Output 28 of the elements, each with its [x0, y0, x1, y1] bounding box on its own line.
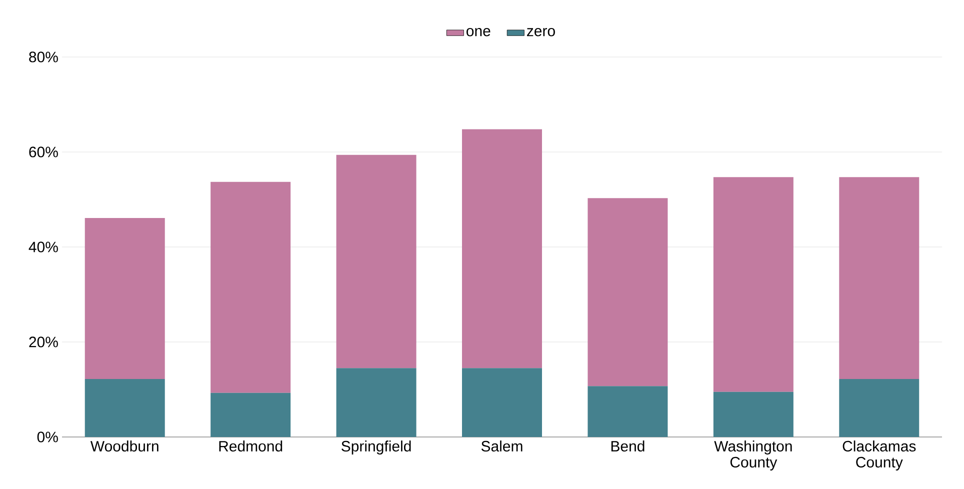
legend-label: zero	[527, 28, 555, 36]
x-tick-label: Bend	[611, 440, 644, 452]
x-tick-label: Redmond	[219, 440, 282, 452]
bar	[588, 386, 668, 437]
bar	[84, 379, 165, 437]
bar	[84, 218, 165, 380]
x-tick-label: Woodburn	[90, 440, 158, 452]
bar	[336, 368, 416, 437]
legend-label: one	[466, 28, 490, 36]
x-tick-label: Clackamas County	[842, 440, 916, 470]
y-tick-label: 60%	[29, 146, 58, 158]
bar	[210, 392, 291, 437]
bar	[839, 177, 920, 380]
y-tick-label: 0%	[37, 432, 58, 442]
bar	[210, 182, 291, 393]
bar	[839, 379, 920, 437]
x-tick-label: Salem	[481, 440, 522, 452]
y-tick-label: 20%	[29, 336, 58, 348]
bar	[588, 198, 668, 386]
bar	[336, 154, 416, 368]
bar	[713, 392, 794, 437]
bar	[462, 129, 542, 368]
x-tick-label: Springfield	[342, 440, 411, 454]
x-tick-label: Washington County	[714, 440, 792, 470]
y-tick-label: 40%	[28, 242, 58, 252]
bar	[713, 177, 794, 392]
y-tick-label: 80%	[29, 52, 58, 62]
bar	[462, 368, 542, 437]
